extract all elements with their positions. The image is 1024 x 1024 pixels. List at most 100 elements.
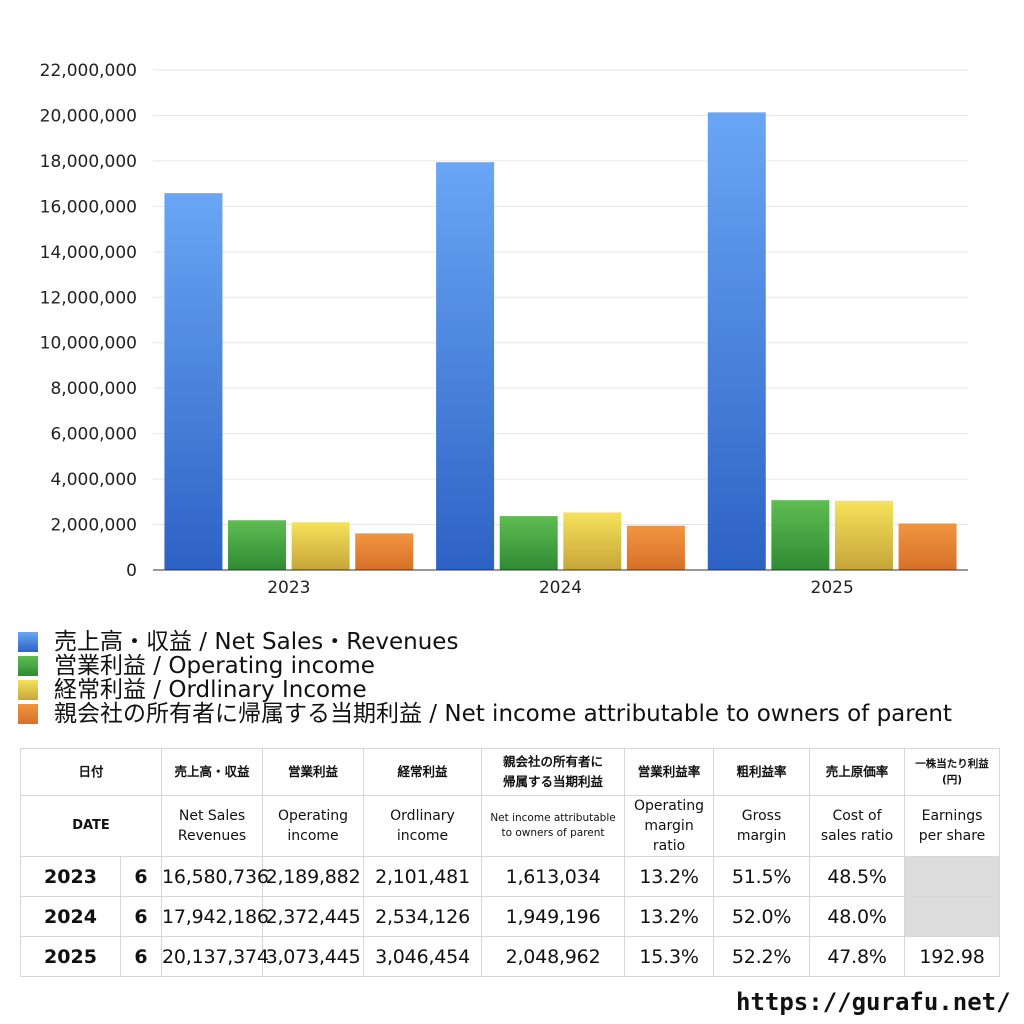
legend-label-net: 親会社の所有者に帰属する当期利益 / Net income attributab… <box>54 701 952 727</box>
header-op-margin-en-line3: ratio <box>652 838 686 854</box>
cell-ordinary: 2,534,126 <box>363 896 483 937</box>
x-tick-label: 2025 <box>811 578 854 598</box>
bar-net-2024 <box>626 525 685 570</box>
site-url[interactable]: https://gurafu.net/ <box>736 988 1011 1016</box>
cell-month: 6 <box>119 936 163 977</box>
legend-swatch-operating <box>18 656 38 676</box>
legend-label-ordinary: 経常利益 / Ordlinary Income <box>54 677 367 703</box>
header-eps-en-line1: Earnings <box>921 808 983 824</box>
legend-label-operating: 営業利益 / Operating income <box>54 653 375 679</box>
header-net-en-line1: Net income attributable <box>490 812 616 824</box>
y-tick-label: 4,000,000 <box>50 470 137 490</box>
table-row: 2023 6 16,580,736 2,189,882 2,101,481 1,… <box>20 856 1001 897</box>
cell-month: 6 <box>119 896 163 937</box>
header-op-margin-en: Operating margin ratio <box>624 795 715 857</box>
header-date-en: DATE <box>19 795 163 857</box>
y-tick-label: 10,000,000 <box>40 334 137 354</box>
financial-table: 日付 売上高・収益 営業利益 経常利益 親会社の所有者に 帰属する当期利益 営業利… <box>19 748 1001 977</box>
cell-eps <box>904 896 1001 937</box>
legend-swatch-sales <box>18 632 38 652</box>
legend-label-sales: 売上高・収益 / Net Sales・Revenues <box>54 629 459 655</box>
cell-operating: 2,372,445 <box>262 896 365 937</box>
header-cost-en: Cost of sales ratio <box>809 795 906 857</box>
header-cost-en-line1: Cost of <box>832 808 882 824</box>
header-sales-en: Net Sales Revenues <box>161 795 264 857</box>
y-tick-label: 2,000,000 <box>50 516 137 536</box>
bar-net-2023 <box>355 533 414 570</box>
header-op-margin-en-line2: margin <box>644 818 694 834</box>
header-op-margin-jp: 営業利益率 <box>624 748 715 796</box>
cell-net: 1,949,196 <box>481 896 626 937</box>
cell-operating: 3,073,445 <box>262 936 365 977</box>
header-gross-en: Gross margin <box>713 795 811 857</box>
legend-item-ordinary: 経常利益 / Ordlinary Income <box>18 678 1018 702</box>
cell-gross: 52.2% <box>713 936 811 977</box>
cell-gross: 52.0% <box>713 896 811 937</box>
y-tick-label: 16,000,000 <box>40 197 137 217</box>
header-eps-en: Earnings per share <box>904 795 1001 857</box>
legend-item-net: 親会社の所有者に帰属する当期利益 / Net income attributab… <box>18 702 1018 726</box>
header-operating-jp: 営業利益 <box>262 748 365 796</box>
header-operating-en-line2: income <box>287 828 339 844</box>
header-eps-en-line2: per share <box>918 828 986 844</box>
header-net-jp-line1: 親会社の所有者に <box>503 754 604 769</box>
header-net-jp-line2: 帰属する当期利益 <box>503 774 604 789</box>
header-operating-en-line1: Operating <box>278 808 349 824</box>
cell-month: 6 <box>119 856 163 897</box>
cell-sales: 17,942,186 <box>161 896 269 937</box>
header-date-jp: 日付 <box>19 748 163 796</box>
legend-swatch-net <box>18 704 38 724</box>
header-eps-jp: 一株当たり利益 (円) <box>904 748 1001 796</box>
table-row: 2024 6 17,942,186 2,372,445 2,534,126 1,… <box>20 896 1001 937</box>
header-ordinary-jp: 経常利益 <box>363 748 483 796</box>
header-gross-jp: 粗利益率 <box>713 748 811 796</box>
cell-sales: 16,580,736 <box>161 856 269 897</box>
cell-operating: 2,189,882 <box>262 856 365 897</box>
table-row: 2025 6 20,137,374 3,073,445 3,046,454 2,… <box>20 936 1001 977</box>
cell-cost: 47.8% <box>809 936 906 977</box>
header-eps-jp-line1: 一株当たり利益 <box>915 758 989 770</box>
header-sales-jp: 売上高・収益 <box>161 748 264 796</box>
cell-ordinary: 3,046,454 <box>363 936 483 977</box>
bar-ordinary-2023 <box>291 522 350 570</box>
bar-operating-2025 <box>771 500 830 570</box>
bar-operating-2023 <box>228 520 287 570</box>
x-tick-label: 2024 <box>539 578 582 598</box>
header-ordinary-en: Ordlinary income <box>363 795 483 857</box>
table-header-en: DATE Net Sales Revenues Operating income O… <box>19 795 1001 857</box>
x-tick-label: 2023 <box>267 578 310 598</box>
y-tick-label: 20,000,000 <box>40 106 137 126</box>
header-gross-en-line2: margin <box>736 828 787 844</box>
y-tick-label: 18,000,000 <box>40 152 137 172</box>
cell-eps: 192.98 <box>904 936 1001 977</box>
cell-gross: 51.5% <box>713 856 811 897</box>
header-cost-en-line2: sales ratio <box>820 828 894 844</box>
bar-ordinary-2024 <box>563 512 622 570</box>
y-tick-label: 22,000,000 <box>40 61 137 81</box>
header-net-jp: 親会社の所有者に 帰属する当期利益 <box>481 748 626 796</box>
cell-year: 2024 <box>20 896 121 937</box>
bar-chart: 0 2,000,000 4,000,000 6,000,000 8,000,000 10,… <box>40 61 968 598</box>
cell-sales: 20,137,374 <box>161 936 269 977</box>
y-tick-label: 6,000,000 <box>50 425 137 445</box>
bar-net-2025 <box>898 523 957 570</box>
header-net-en-line2: to owners of parent <box>501 827 605 839</box>
cell-ordinary: 2,101,481 <box>363 856 483 897</box>
legend-item-sales: 売上高・収益 / Net Sales・Revenues <box>18 630 1018 654</box>
cell-op-margin: 15.3% <box>624 936 715 977</box>
header-ordinary-en-line1: Ordlinary <box>390 808 455 824</box>
y-tick-label: 14,000,000 <box>40 243 137 263</box>
header-eps-jp-line2: (円) <box>941 774 963 786</box>
legend-item-operating: 営業利益 / Operating income <box>18 654 1018 678</box>
cell-cost: 48.0% <box>809 896 906 937</box>
header-net-en: Net income attributable to owners of pare… <box>481 795 626 857</box>
y-tick-label: 0 <box>126 561 137 581</box>
header-op-margin-en-line1: Operating <box>634 798 705 814</box>
bar-ordinary-2025 <box>834 500 893 570</box>
table-header-jp: 日付 売上高・収益 営業利益 経常利益 親会社の所有者に 帰属する当期利益 営業利… <box>19 748 1001 796</box>
cell-op-margin: 13.2% <box>624 856 715 897</box>
cell-year: 2023 <box>20 856 121 897</box>
chart-legend: 売上高・収益 / Net Sales・Revenues 営業利益 / Opera… <box>18 630 1018 726</box>
header-gross-en-line1: Gross <box>741 808 782 824</box>
header-sales-en-line2: Revenues <box>177 828 247 844</box>
